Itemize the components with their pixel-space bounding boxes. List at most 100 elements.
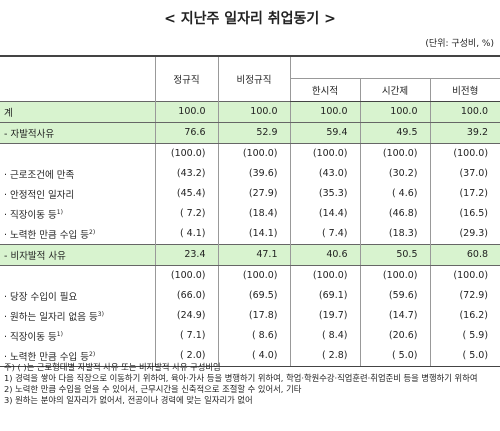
- row-label: · 안정적인 일자리: [4, 189, 75, 201]
- note-marker: 1): [56, 208, 63, 216]
- value-cell: ( 8.4): [289, 325, 360, 346]
- value-cell: (100.0): [429, 265, 500, 286]
- value-cell: 39.2: [429, 121, 500, 144]
- value-cell: (18.4): [217, 203, 290, 224]
- value-cell: (35.3): [289, 183, 360, 204]
- value-cell: 23.4: [154, 243, 218, 266]
- value-cell: ( 2.8): [289, 345, 360, 367]
- row: - 비자발적 사유 23.4 47.1 40.6 50.5 60.8: [0, 243, 500, 266]
- value-cell: 100.0: [217, 100, 290, 123]
- value-cell: (17.2): [429, 183, 500, 204]
- value-cell: (37.0): [429, 163, 500, 184]
- value-cell: (19.7): [289, 305, 360, 326]
- value-cell: (18.3): [359, 223, 430, 244]
- value-cell: (14.4): [289, 203, 360, 224]
- value-cell: (17.8): [217, 305, 290, 326]
- table-body: 계 100.0 100.0 100.0 100.0 100.0- 자발적사유 76.6 52.…: [0, 100, 500, 367]
- value-cell: 100.0: [289, 100, 360, 123]
- row-label-cell: 계: [0, 100, 155, 123]
- value-cell: ( 4.6): [359, 183, 430, 204]
- value-cell: (59.6): [359, 285, 430, 306]
- value-cell: (30.2): [359, 163, 430, 184]
- group-space: [289, 55, 500, 78]
- value-cell: 40.6: [289, 243, 360, 266]
- row-label: · 노력한 만큼 수입 등: [4, 229, 90, 241]
- value-cell: (46.8): [359, 203, 430, 224]
- row-label-cell: · 안정적인 일자리: [0, 184, 155, 204]
- row-label-cell: · 당장 수입이 필요: [0, 286, 155, 306]
- subcolumn-header: 비전형: [429, 77, 500, 102]
- value-cell: ( 4.1): [154, 223, 218, 244]
- row-label-cell: · 원하는 일자리 없음 등3): [0, 306, 155, 326]
- value-cell: (16.5): [429, 203, 500, 224]
- value-cell: ( 5.0): [429, 345, 500, 367]
- value-cell: ( 5.9): [429, 325, 500, 346]
- value-cell: (100.0): [429, 143, 500, 164]
- value-cell: ( 8.6): [217, 325, 290, 346]
- row-label: · 직장이동 등: [4, 331, 57, 343]
- value-cell: (72.9): [429, 285, 500, 306]
- value-cell: (29.3): [429, 223, 500, 244]
- row-label: - 비자발적 사유: [4, 250, 66, 262]
- value-cell: (20.6): [359, 325, 430, 346]
- row: (100.0) (100.0) (100.0) (100.0) (100.0): [0, 265, 500, 286]
- row: · 노력한 만큼 수입 등2)( 4.1) (14.1)( 7.4) (18.3)(…: [0, 223, 500, 244]
- value-cell: ( 5.0): [359, 345, 430, 367]
- row: - 자발적사유 76.6 52.9 59.4 49.5 39.2: [0, 121, 500, 144]
- value-cell: (69.1): [289, 285, 360, 306]
- value-cell: (14.7): [359, 305, 430, 326]
- row: · 직장이동 등1)( 7.1)( 8.6)( 8.4) (20.6)( 5.9): [0, 325, 500, 346]
- unit: (단위: 구성비, %): [425, 39, 494, 49]
- value-cell: ( 7.1): [154, 325, 218, 346]
- row: · 원하는 일자리 없음 등3) (24.9) (17.8) (19.7) (14.7)…: [0, 305, 500, 326]
- value-cell: (66.0): [154, 285, 218, 306]
- value-cell: (100.0): [289, 265, 360, 286]
- value-cell: (39.6): [217, 163, 290, 184]
- column-header: 정규직: [154, 55, 218, 101]
- row: · 당장 수입이 필요 (66.0) (69.5) (69.1) (59.6) (72.9…: [0, 285, 500, 306]
- value-cell: (16.2): [429, 305, 500, 326]
- value-cell: (24.9): [154, 305, 218, 326]
- value-cell: 47.1: [217, 243, 290, 266]
- value-cell: 100.0: [154, 100, 218, 123]
- value-cell: (43.0): [289, 163, 360, 184]
- row-label-cell: - 비자발적 사유: [0, 243, 155, 266]
- row-label-cell: [0, 265, 155, 286]
- column-header: 비정규직: [217, 55, 290, 101]
- row-label: · 당장 수입이 필요: [4, 291, 78, 303]
- value-cell: (100.0): [217, 143, 290, 164]
- footnote: 주) ( )는 근로형태별 자발적 사유 또는 비자발적 사유 구성비임: [4, 362, 221, 372]
- value-cell: ( 7.4): [289, 223, 360, 244]
- title: < 지난주 일자리 취업동기 >: [164, 11, 336, 27]
- note-marker: 1): [56, 330, 63, 338]
- row-label-cell: · 직장이동 등1): [0, 326, 155, 346]
- row: · 노력한 만큼 수입 등2)( 2.0)( 4.0)( 2.8)( 5.0)(…: [0, 345, 500, 367]
- value-cell: (100.0): [154, 143, 218, 164]
- corner: [0, 55, 155, 101]
- value-cell: (100.0): [289, 143, 360, 164]
- row-label-cell: · 직장이동 등1): [0, 204, 155, 224]
- value-cell: 100.0: [429, 100, 500, 123]
- value-cell: (45.4): [154, 183, 218, 204]
- row: 계 100.0 100.0 100.0 100.0 100.0: [0, 100, 500, 123]
- value-cell: 76.6: [154, 121, 218, 144]
- row: · 안정적인 일자리 (45.4) (27.9) (35.3)( 4.6) (17.2): [0, 183, 500, 204]
- row-label: · 원하는 일자리 없음 등: [4, 311, 98, 323]
- row-label-cell: [0, 143, 155, 164]
- row-label-cell: · 근로조건에 만족: [0, 164, 155, 184]
- value-cell: (43.2): [154, 163, 218, 184]
- value-cell: (100.0): [154, 265, 218, 286]
- row-label-cell: · 노력한 만큼 수입 등2): [0, 345, 155, 367]
- row-label: · 근로조건에 만족: [4, 169, 75, 181]
- footnote: 2) 노력한 만큼 수입을 얻을 수 있어서, 근무시간을 신축적으로 조절할 …: [4, 384, 302, 394]
- row: (100.0) (100.0) (100.0) (100.0) (100.0): [0, 143, 500, 164]
- value-cell: (14.1): [217, 223, 290, 244]
- row-label: · 노력한 만큼 수입 등: [4, 351, 90, 363]
- row-label-cell: - 자발적사유: [0, 121, 155, 144]
- subcolumn-header: 시간제: [359, 77, 430, 102]
- row-label: · 직장이동 등: [4, 209, 57, 221]
- value-cell: (100.0): [217, 265, 290, 286]
- table: 정규직 비정규직 한시적 시간제 비전형 계 100.0 100.0 100.0 100…: [0, 55, 500, 367]
- value-cell: (69.5): [217, 285, 290, 306]
- row: · 직장이동 등1)( 7.2) (18.4) (14.4) (46.8) (16.5): [0, 203, 500, 224]
